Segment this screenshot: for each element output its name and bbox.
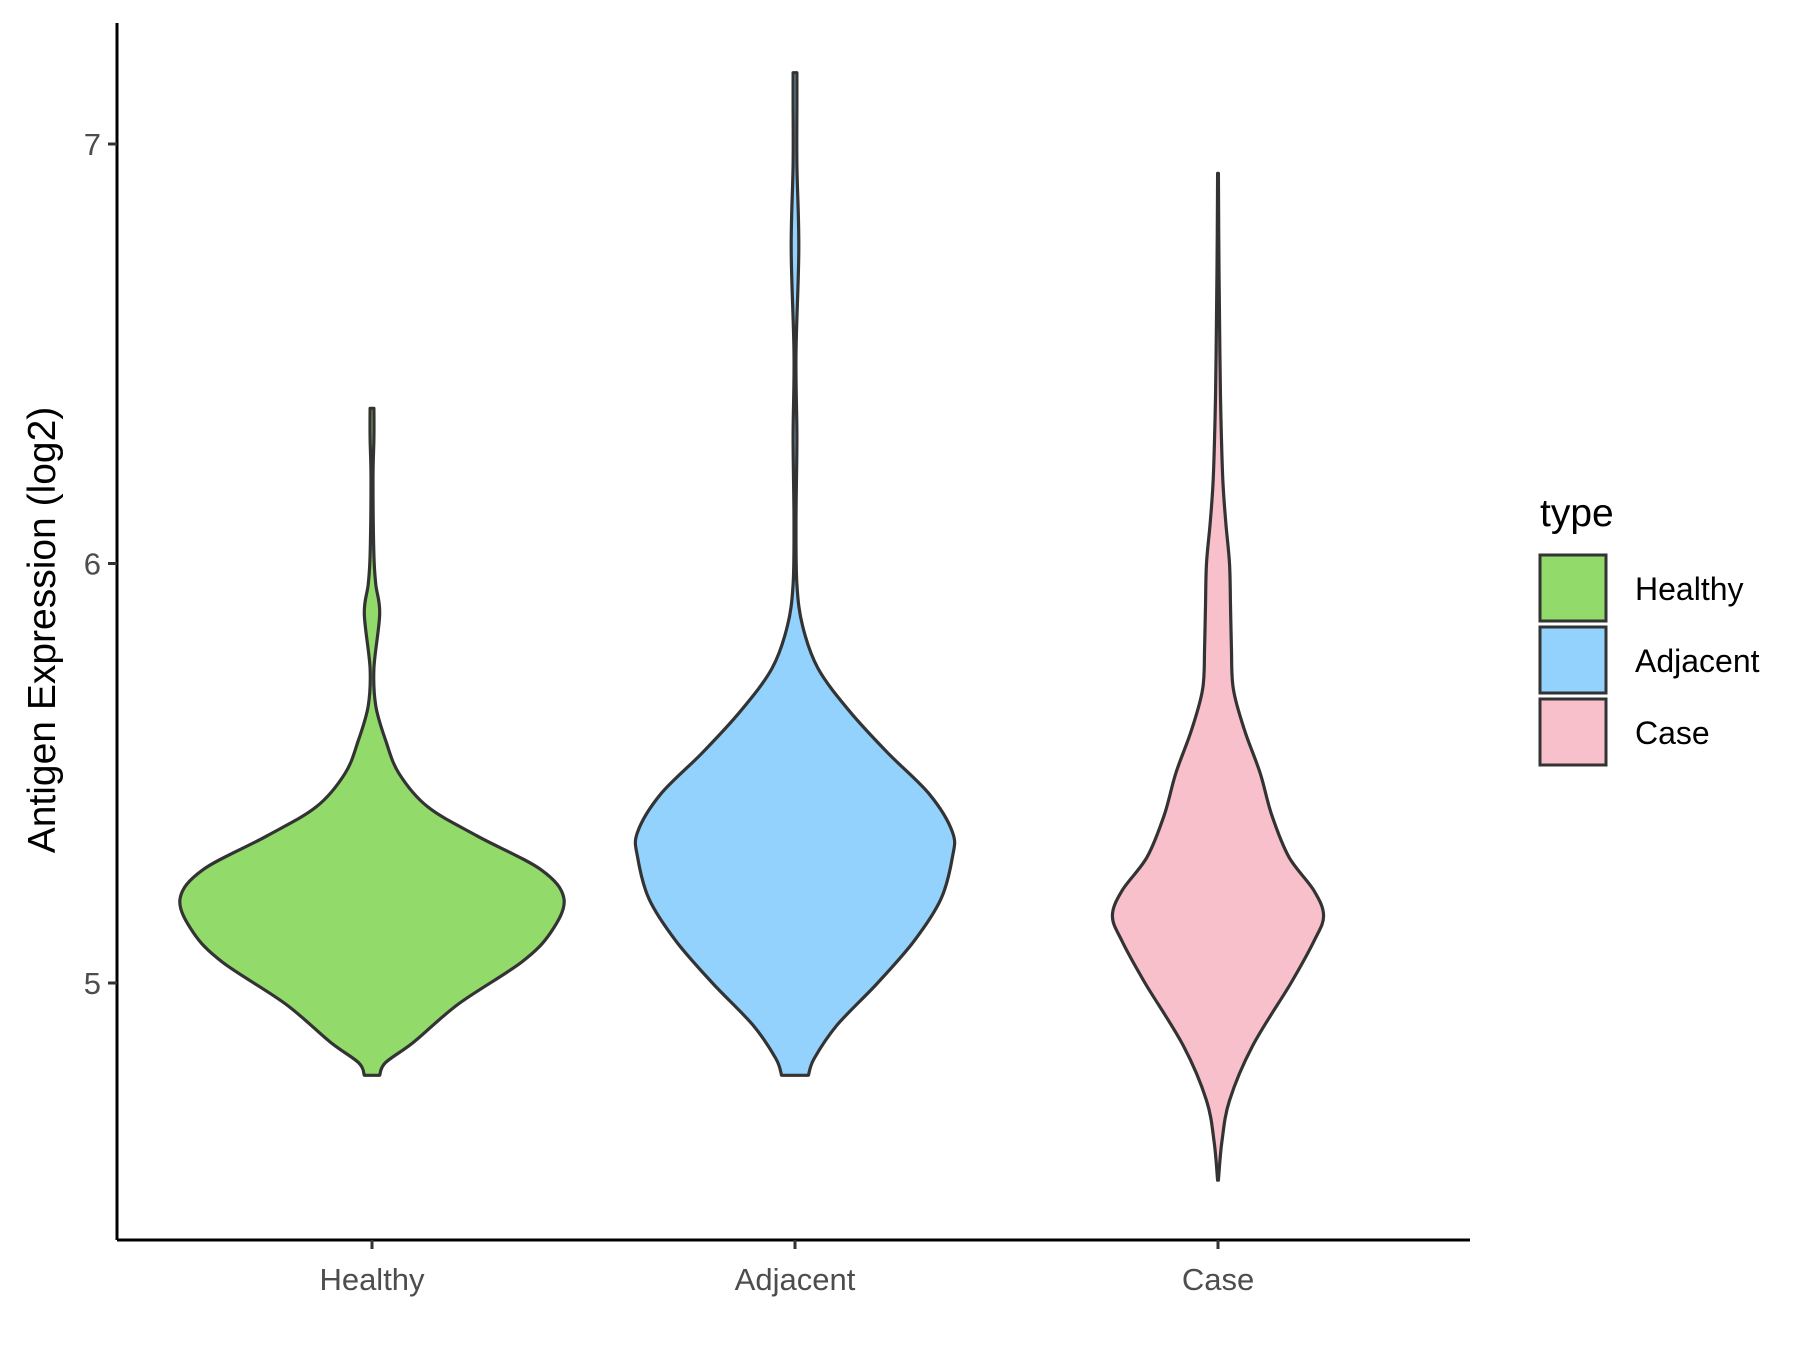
legend-label-adjacent: Adjacent: [1635, 643, 1760, 679]
y-axis-title: Antigen Expression (log2): [21, 407, 64, 854]
violin-group: [178, 71, 1326, 1182]
y-axis-ticks: 5 6 7: [84, 127, 117, 1001]
x-axis-ticks: Healthy Adjacent Case: [319, 1240, 1254, 1297]
violin-case: [1110, 171, 1326, 1182]
x-tick-label: Healthy: [319, 1262, 425, 1297]
legend-swatch-healthy: [1538, 553, 1608, 623]
x-tick-label: Adjacent: [735, 1262, 856, 1297]
legend-swatch-case: [1538, 697, 1608, 767]
legend: type Healthy Adjacent Case: [1538, 492, 1760, 767]
y-tick-label: 5: [84, 966, 101, 1001]
y-tick-label: 6: [84, 547, 101, 582]
legend-label-case: Case: [1635, 715, 1710, 751]
legend-title: type: [1540, 492, 1614, 535]
y-tick-label: 7: [84, 127, 101, 162]
x-tick-label: Case: [1182, 1262, 1254, 1297]
legend-items: Healthy Adjacent Case: [1538, 553, 1760, 767]
legend-swatch-adjacent: [1538, 625, 1608, 695]
violin-adjacent: [633, 71, 957, 1077]
violin-healthy: [178, 406, 566, 1077]
legend-label-healthy: Healthy: [1635, 571, 1744, 607]
